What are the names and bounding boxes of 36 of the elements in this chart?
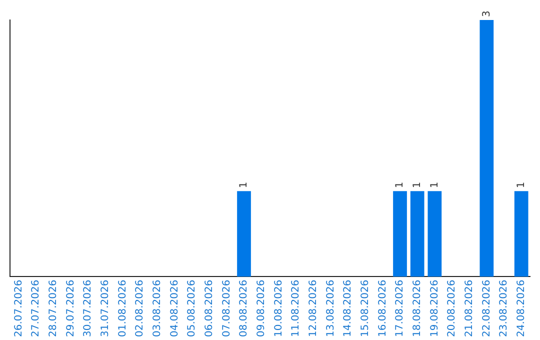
x-tick-label: 19.08.2026: [429, 280, 440, 338]
data-label: 1: [238, 182, 250, 188]
x-tick-label: 24.08.2026: [516, 280, 527, 338]
data-label: 1: [429, 182, 440, 188]
x-tick-label: 31.07.2026: [100, 280, 111, 338]
data-label: 1: [412, 182, 423, 188]
x-tick-label: 23.08.2026: [498, 280, 510, 338]
x-tick-label: 28.07.2026: [48, 280, 59, 338]
x-tick-label: 11.08.2026: [290, 280, 302, 338]
x-tick-label: 26.07.2026: [13, 280, 24, 338]
x-tick-label: 02.08.2026: [134, 280, 146, 338]
x-tick-label: 09.08.2026: [256, 280, 267, 338]
x-tick-label: 05.08.2026: [186, 280, 198, 338]
x-tick-label: 10.08.2026: [273, 280, 284, 338]
x-tick-label: 21.08.2026: [464, 280, 475, 338]
x-tick-label: 15.08.2026: [360, 280, 371, 338]
data-label: 1: [394, 182, 406, 188]
x-tick-label: 17.08.2026: [394, 280, 406, 338]
x-tick-label: 01.08.2026: [117, 280, 128, 338]
data-label: 1: [516, 182, 527, 188]
x-tick-label: 08.08.2026: [238, 280, 250, 338]
x-tick-label: 29.07.2026: [65, 280, 76, 338]
x-tick-label: 13.08.2026: [325, 280, 336, 338]
x-tick-label: 07.08.2026: [221, 280, 232, 338]
x-tick-label: 27.07.2026: [30, 280, 42, 338]
x-tick-label: 12.08.2026: [308, 280, 319, 338]
x-tick-label: 18.08.2026: [412, 280, 423, 338]
x-tick-label: 20.08.2026: [446, 280, 458, 338]
x-tick-label: 03.08.2026: [152, 280, 163, 338]
x-tick-label: 22.08.2026: [481, 280, 492, 338]
x-tick-label: 14.08.2026: [342, 280, 354, 338]
data-label: 3: [481, 10, 492, 17]
x-tick-label: 16.08.2026: [377, 280, 388, 338]
x-tick-label: 04.08.2026: [169, 280, 180, 338]
x-tick-label: 30.07.2026: [82, 280, 94, 338]
x-tick-label: 06.08.2026: [204, 280, 215, 338]
